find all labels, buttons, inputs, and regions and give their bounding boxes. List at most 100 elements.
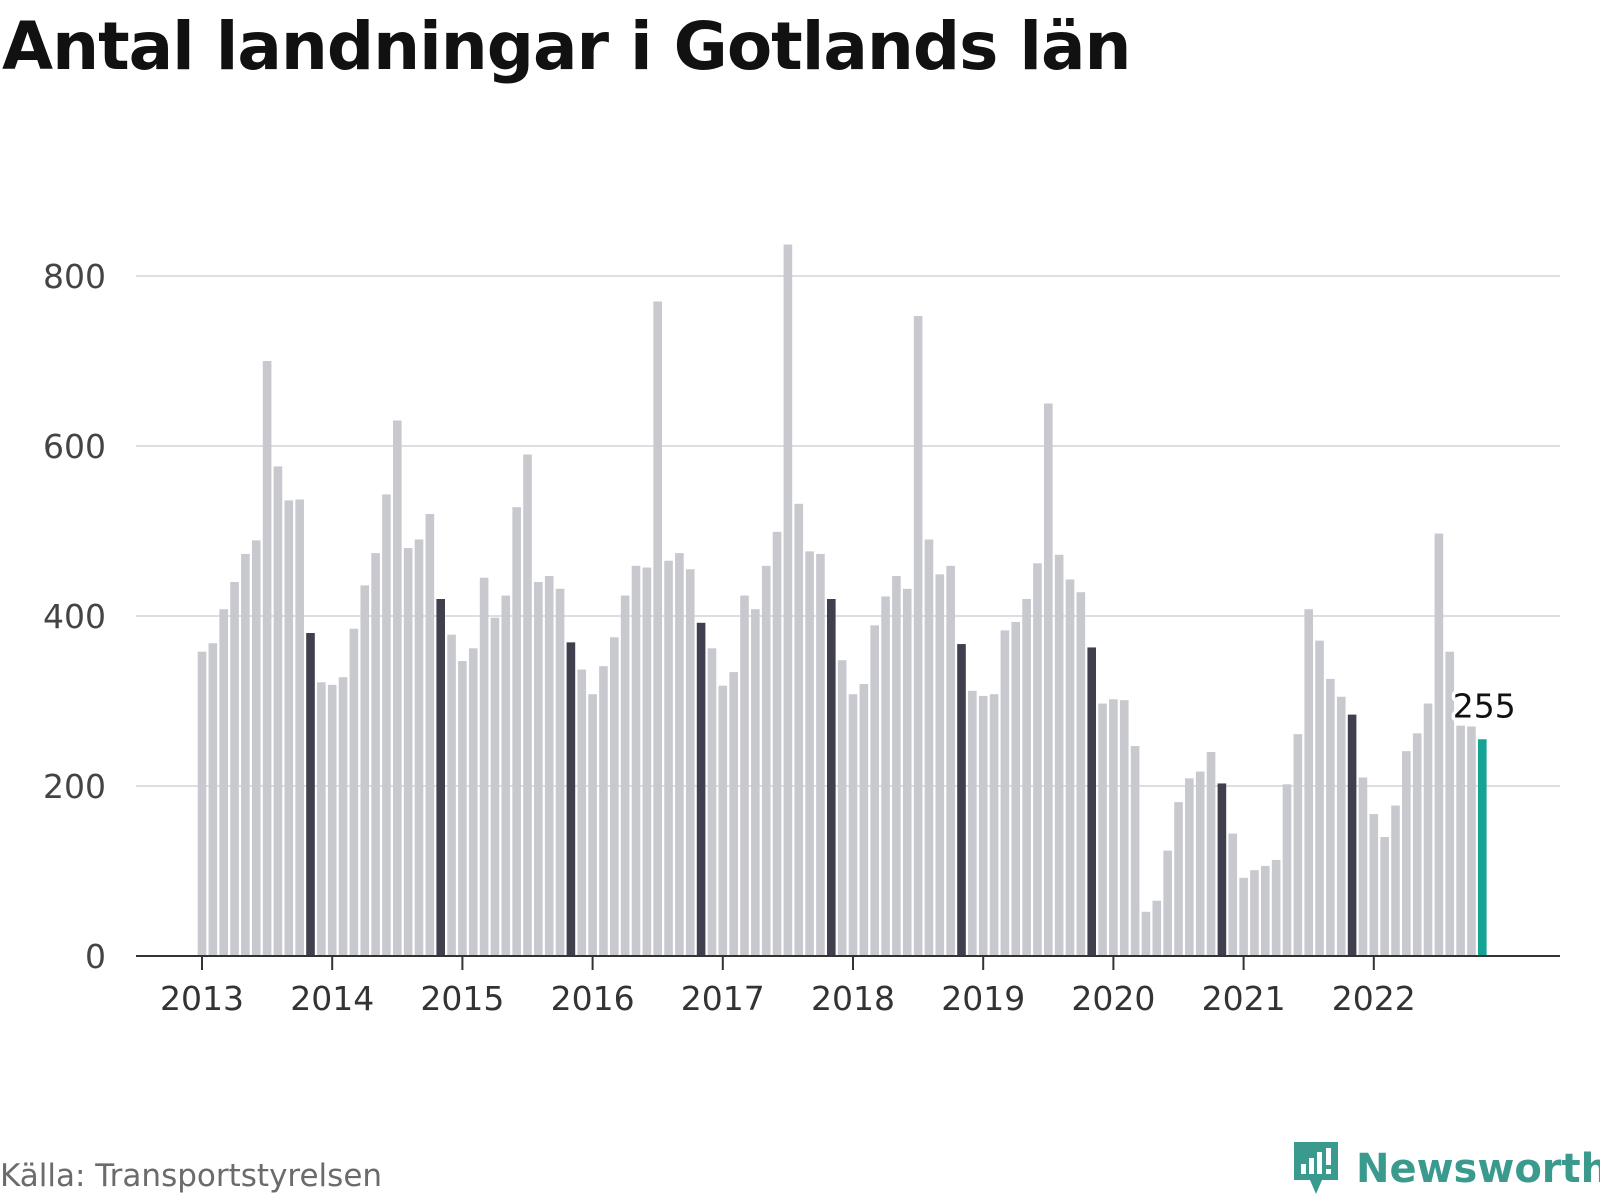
source-note: Källa: Transportstyrelsen	[0, 1158, 383, 1194]
bar	[1456, 725, 1465, 956]
bar	[393, 420, 402, 956]
bar	[957, 644, 966, 956]
bar	[1358, 777, 1368, 956]
bar	[946, 565, 955, 956]
bar	[1000, 630, 1010, 956]
bar	[1130, 746, 1140, 956]
bars	[197, 244, 1487, 957]
bar	[1423, 703, 1433, 956]
bar	[1261, 865, 1270, 956]
x-tick-label: 2014	[290, 979, 374, 1018]
bar	[371, 553, 380, 956]
bar	[241, 553, 250, 956]
x-tick-label: 2015	[420, 979, 504, 1018]
bar	[729, 672, 738, 956]
bar	[805, 551, 814, 956]
bar	[816, 553, 825, 956]
bar	[230, 582, 239, 956]
bar	[1195, 771, 1205, 956]
bar	[1011, 621, 1021, 956]
bar	[696, 622, 706, 956]
bar	[664, 560, 673, 956]
bar	[599, 666, 608, 956]
bar	[1304, 609, 1313, 956]
bar	[1217, 783, 1227, 956]
bar	[490, 617, 500, 956]
brand: Newsworthy	[1292, 1140, 1600, 1198]
bar	[273, 466, 283, 956]
bar	[1152, 900, 1162, 956]
bar	[837, 660, 847, 956]
bar	[338, 677, 348, 956]
bar	[523, 454, 532, 956]
bar	[978, 695, 988, 956]
bar	[1054, 554, 1064, 956]
bar	[794, 503, 804, 956]
bar	[1445, 651, 1455, 956]
bar	[458, 661, 467, 956]
bar	[349, 628, 359, 956]
bar	[295, 499, 304, 956]
bar	[1402, 751, 1411, 956]
bar	[382, 494, 391, 956]
bar	[989, 694, 999, 956]
bar	[892, 576, 901, 956]
bar	[902, 588, 912, 956]
bar	[251, 540, 261, 956]
x-tick-label: 2019	[941, 979, 1025, 1018]
y-tick-label: 200	[43, 767, 106, 806]
bar	[1391, 805, 1400, 956]
bar	[208, 643, 218, 956]
bar	[1412, 733, 1422, 956]
x-tick-label: 2022	[1332, 979, 1416, 1018]
bar	[468, 648, 478, 956]
data-labels: 255	[1449, 683, 1519, 729]
bar	[1098, 703, 1107, 956]
newsworthy-logo-icon	[1294, 1142, 1338, 1194]
bar	[197, 651, 207, 956]
bar	[1326, 678, 1335, 956]
bar	[968, 690, 977, 956]
bar	[1434, 533, 1444, 956]
bar	[306, 633, 315, 956]
bar	[317, 682, 326, 956]
bar	[1250, 870, 1259, 956]
bar	[707, 648, 717, 956]
bar	[935, 574, 945, 956]
bar	[924, 539, 934, 956]
bar	[512, 507, 521, 956]
bar	[425, 514, 435, 956]
bar	[588, 694, 597, 956]
x-tick-label: 2017	[681, 979, 765, 1018]
y-tick-label: 600	[43, 427, 106, 466]
y-tick-label: 0	[85, 937, 106, 976]
bar	[642, 567, 652, 956]
bar	[284, 500, 294, 956]
bar	[1336, 696, 1346, 956]
bar	[772, 531, 782, 956]
x-tick-label: 2018	[811, 979, 895, 1018]
bar	[1478, 739, 1487, 956]
bar	[881, 596, 890, 956]
bar	[1239, 877, 1248, 956]
bar	[360, 585, 370, 956]
y-axis-ticks: 0 200 400 600 800	[43, 257, 106, 976]
bar	[827, 599, 836, 956]
bar	[913, 315, 923, 956]
bar	[1174, 802, 1183, 956]
bar	[544, 576, 554, 956]
bar	[555, 588, 565, 956]
bar	[1369, 814, 1379, 956]
bar	[675, 553, 684, 956]
bar	[414, 539, 424, 956]
bar	[610, 637, 619, 956]
bar	[577, 669, 587, 956]
bar	[501, 595, 511, 956]
bar	[1163, 850, 1172, 956]
bar	[262, 361, 272, 956]
bar	[534, 582, 543, 956]
chart-title: Antal landningar i Gotlands län	[2, 8, 1132, 85]
bar	[761, 565, 771, 956]
x-axis: 2013 2014 2015 2016 2017 2018 2019 2020 2021 2022	[136, 955, 1560, 1018]
bar	[1347, 714, 1357, 956]
